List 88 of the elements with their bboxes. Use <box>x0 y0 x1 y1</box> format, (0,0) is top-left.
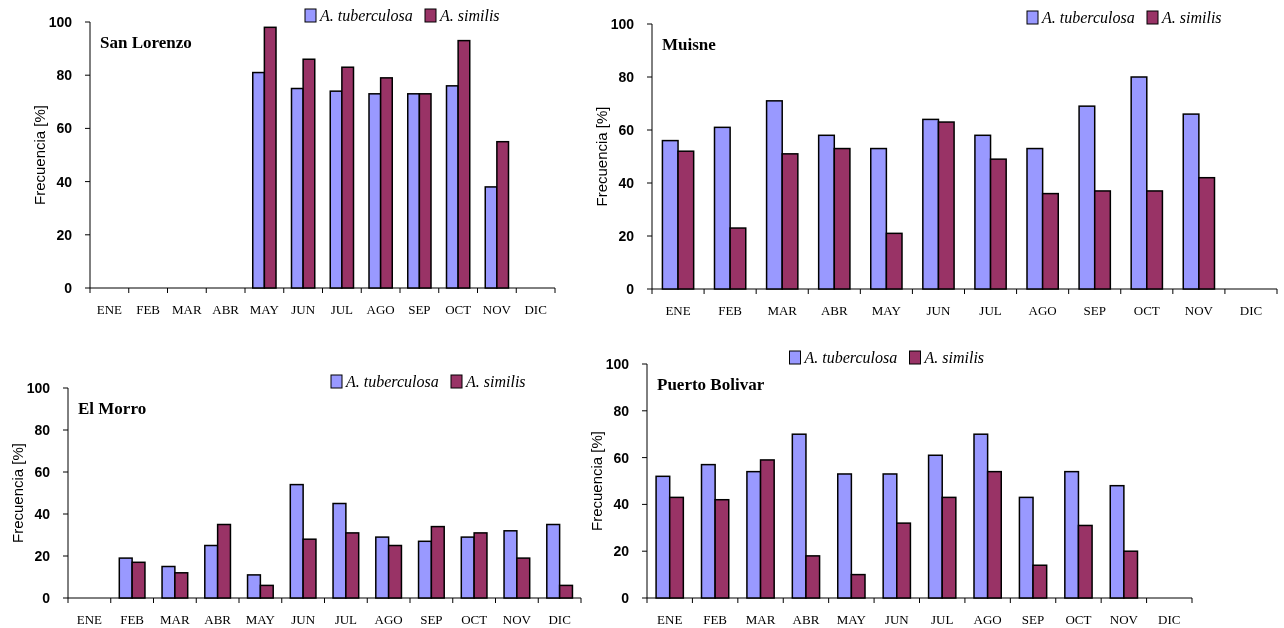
legend-label: A. similis <box>439 7 500 24</box>
x-tick-label: FEB <box>120 612 145 627</box>
x-tick-label: ABR <box>204 612 232 627</box>
y-tick-label: 100 <box>610 15 635 32</box>
x-tick-label: SEP <box>420 612 443 627</box>
x-tick-label: JUL <box>931 612 954 627</box>
y-tick-label: 40 <box>34 505 51 522</box>
x-tick-label: AGO <box>366 302 395 317</box>
x-tick-label: DIC <box>1239 303 1263 318</box>
x-tick-label: ENE <box>76 612 103 627</box>
x-tick-label: JUL <box>330 302 354 317</box>
text: El Morro <box>78 399 147 418</box>
x-tick-label: OCT <box>1133 303 1160 318</box>
x-tick-label: JUL <box>334 612 358 627</box>
legend-label: A. similis <box>923 349 985 366</box>
y-tick-label: 80 <box>618 68 635 85</box>
x-tick-label: SEP <box>1021 612 1045 627</box>
y-tick-label: 100 <box>605 355 630 372</box>
x-tick-label: DIC <box>524 302 547 317</box>
x-tick-label: NOV <box>1109 612 1139 627</box>
legend-label: A. tuberculosa <box>1041 9 1135 26</box>
y-tick-label: 20 <box>613 543 630 560</box>
x-tick-label: ABR <box>792 612 820 627</box>
y-tick-label: 20 <box>618 227 635 244</box>
x-tick-label: MAR <box>172 302 203 317</box>
x-tick-label: JUN <box>926 303 951 318</box>
y-axis-title: Frecuencia [%] <box>593 106 610 207</box>
y-tick-label: 0 <box>64 279 73 296</box>
legend-label: A. similis <box>1161 9 1222 26</box>
x-tick-label: MAR <box>767 303 798 318</box>
y-tick-label: 60 <box>618 121 635 138</box>
y-tick-label: 40 <box>56 173 73 190</box>
y-axis-title: Frecuencia [%] <box>9 442 26 544</box>
x-tick-label: AGO <box>374 612 403 627</box>
legend-label: A. tuberculosa <box>803 349 898 366</box>
y-tick-label: 0 <box>626 280 635 297</box>
x-tick-label: DIC <box>548 612 571 627</box>
y-tick-label: 100 <box>48 13 73 30</box>
text: Muisne <box>662 35 717 54</box>
x-tick-label: OCT <box>461 612 488 627</box>
y-tick-label: 20 <box>34 547 51 564</box>
x-tick-label: SEP <box>408 302 431 317</box>
x-tick-label: SEP <box>1083 303 1106 318</box>
x-tick-label: MAY <box>871 303 902 318</box>
legend-label: A. tuberculosa <box>345 373 439 390</box>
x-tick-label: NOV <box>502 612 532 627</box>
text: Puerto Bolivar <box>657 375 765 394</box>
x-tick-label: MAY <box>836 612 867 627</box>
x-tick-label: MAR <box>160 612 191 627</box>
x-tick-label: OCT <box>1065 612 1092 627</box>
x-tick-label: NOV <box>1184 303 1214 318</box>
y-tick-label: 100 <box>26 379 51 396</box>
x-tick-label: JUN <box>884 612 910 627</box>
x-tick-label: NOV <box>482 302 512 317</box>
x-tick-label: ABR <box>820 303 848 318</box>
x-tick-label: JUL <box>979 303 1002 318</box>
y-tick-label: 60 <box>56 120 73 137</box>
y-axis-title: Frecuencia [%] <box>588 430 605 532</box>
x-tick-label: ENE <box>665 303 691 318</box>
x-tick-label: ENE <box>96 302 123 317</box>
x-tick-label: FEB <box>703 612 728 627</box>
y-tick-label: 20 <box>56 226 73 243</box>
x-tick-label: JUN <box>291 302 316 317</box>
y-tick-label: 0 <box>621 589 630 606</box>
x-tick-label: OCT <box>445 302 472 317</box>
text: San Lorenzo <box>100 33 192 52</box>
x-tick-label: JUN <box>291 612 316 627</box>
x-tick-label: MAY <box>245 612 276 627</box>
y-tick-label: 40 <box>613 496 630 513</box>
x-tick-label: AGO <box>973 612 1002 627</box>
x-tick-label: DIC <box>1158 612 1181 627</box>
y-axis-title: Frecuencia [%] <box>31 104 48 206</box>
legend-label: A. tuberculosa <box>319 7 413 24</box>
y-tick-label: 80 <box>34 421 51 438</box>
x-tick-label: FEB <box>136 302 161 317</box>
x-tick-label: MAR <box>745 612 776 627</box>
y-tick-label: 40 <box>618 174 635 191</box>
legend-label: A. similis <box>465 373 526 390</box>
x-tick-label: ABR <box>212 302 240 317</box>
x-tick-label: MAY <box>249 302 280 317</box>
y-tick-label: 80 <box>56 67 73 84</box>
x-tick-label: ENE <box>657 612 683 627</box>
y-tick-label: 0 <box>42 589 51 606</box>
y-tick-label: 80 <box>613 402 630 419</box>
y-tick-label: 60 <box>613 449 630 466</box>
y-tick-label: 60 <box>34 463 51 480</box>
x-tick-label: FEB <box>718 303 743 318</box>
x-tick-label: AGO <box>1028 303 1057 318</box>
